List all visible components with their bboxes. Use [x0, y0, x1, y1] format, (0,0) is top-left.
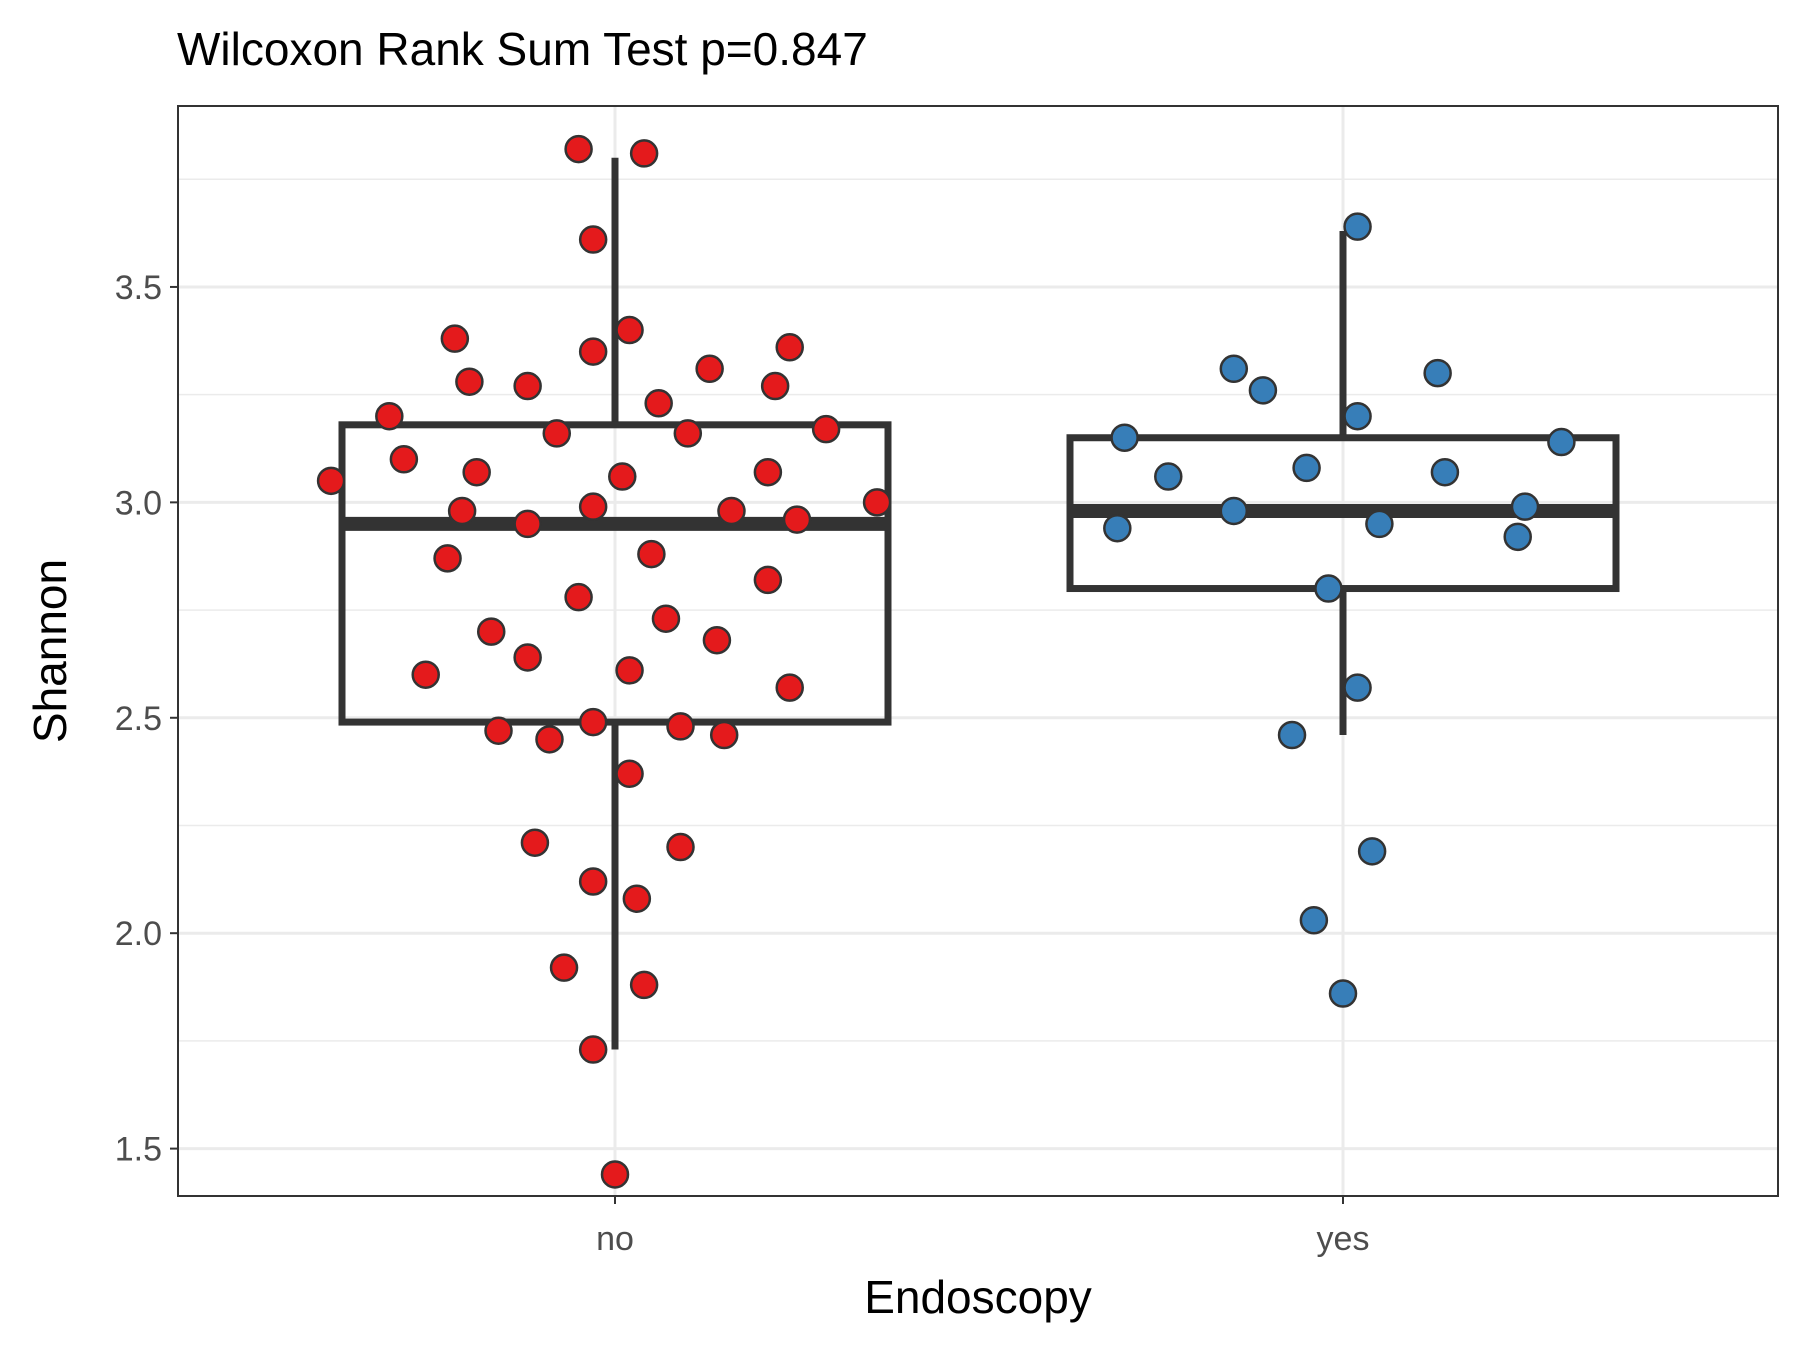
data-point-no — [666, 832, 695, 862]
box-iqr — [338, 421, 892, 726]
data-point-yes — [1103, 513, 1132, 543]
data-point-no — [629, 139, 659, 168]
data-point-yes — [1430, 457, 1460, 487]
data-point-yes — [1343, 673, 1372, 702]
data-point-yes — [1154, 462, 1183, 491]
data-point-no — [542, 419, 572, 448]
data-point-no — [695, 354, 724, 384]
y-tick-label: 3.5 — [115, 269, 162, 307]
data-point-no — [476, 617, 506, 646]
plot-panel — [177, 105, 1779, 1197]
data-point-no — [440, 324, 470, 353]
data-point-yes — [1328, 979, 1358, 1008]
x-tick-label-no: no — [596, 1220, 634, 1258]
data-point-no — [578, 337, 608, 366]
data-point-no — [513, 509, 542, 539]
data-point-no — [811, 414, 841, 444]
data-point-yes — [1299, 906, 1329, 935]
data-point-no — [760, 371, 790, 401]
data-point-yes — [1343, 212, 1372, 241]
data-point-no — [578, 492, 608, 521]
data-point-no — [462, 457, 491, 487]
data-point-no — [578, 867, 608, 896]
data-point-yes — [1510, 492, 1540, 521]
data-point-no — [316, 466, 346, 496]
data-point-no — [578, 707, 608, 737]
data-point-no — [564, 582, 593, 612]
data-point-no — [775, 333, 804, 362]
data-point-no — [615, 656, 644, 685]
data-point-no — [513, 643, 542, 672]
data-point-no — [608, 462, 637, 491]
data-point-no — [644, 389, 673, 418]
data-point-no — [753, 565, 783, 595]
data-point-no — [717, 496, 746, 526]
x-axis-title: Endoscopy — [864, 1271, 1092, 1323]
data-point-no — [447, 496, 477, 526]
x-axis: no yes — [596, 1196, 1369, 1258]
data-point-yes — [1248, 376, 1278, 405]
data-point-no — [578, 1035, 608, 1064]
data-point-no — [455, 367, 484, 396]
data-point-yes — [1219, 354, 1249, 384]
data-point-yes — [1423, 358, 1452, 388]
data-point-yes — [1219, 496, 1249, 526]
data-point-no — [615, 759, 644, 789]
data-point-yes — [1357, 837, 1387, 866]
data-point-yes — [1292, 453, 1321, 483]
jitter-points — [316, 134, 1576, 1189]
data-point-yes — [1547, 427, 1576, 457]
data-point-no — [629, 970, 659, 1000]
data-point-yes — [1110, 423, 1139, 452]
y-axis: 1.5 2.0 2.5 3.0 3.5 — [115, 269, 178, 1169]
data-point-no — [782, 505, 812, 534]
y-tick-label: 2.0 — [115, 915, 162, 953]
panel-background — [178, 106, 1778, 1196]
data-point-no — [389, 445, 419, 474]
data-point-no — [753, 457, 783, 487]
chart-title: Wilcoxon Rank Sum Test p=0.847 — [177, 23, 868, 75]
data-point-no — [622, 884, 652, 913]
data-point-no — [564, 134, 593, 164]
data-point-no — [862, 488, 892, 517]
data-point-no — [651, 604, 681, 633]
data-point-no — [520, 828, 550, 857]
data-point-yes — [1365, 509, 1394, 539]
data-point-no — [600, 1160, 630, 1189]
data-point-no — [535, 725, 564, 754]
data-point-no — [484, 716, 513, 745]
data-point-yes — [1503, 522, 1532, 552]
panel-border — [177, 105, 1779, 1197]
data-point-no — [637, 539, 666, 569]
data-point-no — [709, 720, 739, 750]
y-tick-label: 3.0 — [115, 484, 162, 522]
x-tick-label-yes: yes — [1317, 1220, 1370, 1258]
y-axis-title: Shannon — [24, 559, 76, 743]
data-point-no — [433, 544, 462, 573]
data-point-yes — [1277, 720, 1307, 750]
data-point-no — [702, 625, 732, 655]
data-point-no — [578, 225, 608, 254]
data-point-no — [775, 673, 804, 702]
data-point-yes — [1343, 401, 1372, 431]
data-point-no — [375, 401, 404, 431]
data-point-yes — [1314, 574, 1343, 603]
data-point-no — [411, 660, 440, 689]
data-point-no — [549, 953, 579, 982]
y-tick-label: 1.5 — [115, 1131, 162, 1169]
y-tick-label: 2.5 — [115, 700, 162, 738]
data-point-no — [513, 371, 542, 401]
data-point-no — [673, 419, 703, 448]
data-point-no — [666, 712, 695, 741]
data-point-no — [615, 315, 644, 345]
